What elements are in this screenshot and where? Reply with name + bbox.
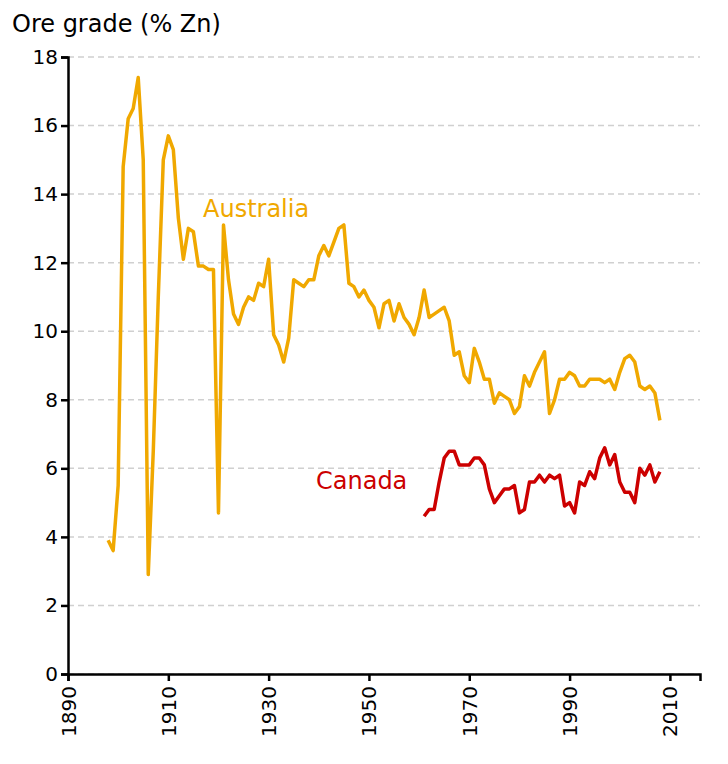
y-tick: 2: [45, 593, 68, 617]
x-tick-label: 1890: [57, 686, 81, 737]
grid-line: [68, 125, 700, 127]
x-tick-label: 1970: [458, 686, 482, 737]
grid-line: [68, 56, 700, 58]
y-tick-mark: [61, 193, 68, 196]
grid: [68, 57, 700, 674]
x-tick: 2010: [658, 674, 682, 737]
x-tick-label: 1910: [157, 686, 181, 737]
y-tick-mark: [61, 605, 68, 608]
x-tick-mark: [168, 674, 171, 681]
series-line: [424, 448, 660, 517]
y-tick: 8: [45, 388, 68, 412]
y-tick-label: 8: [45, 388, 58, 412]
y-tick: 12: [33, 251, 68, 275]
y-tick-mark: [61, 330, 68, 333]
y-axis-line: [61, 58, 69, 675]
grid-line: [68, 536, 700, 538]
x-tick: 1930: [257, 674, 281, 737]
series-label: Canada: [316, 467, 407, 495]
y-tick: 16: [33, 113, 68, 137]
x-tick-label: 1950: [357, 686, 381, 737]
x-axis-line: [69, 675, 701, 682]
chart: 0 2 4 6 8 10 12 14 16 18 1890 1910 1930 1950 1970 1990 2…: [0, 0, 728, 764]
x-tick-mark: [368, 674, 371, 681]
y-tick-label: 10: [33, 319, 58, 343]
y-tick-label: 12: [33, 251, 58, 275]
y-tick-label: 18: [33, 45, 58, 69]
x-tick: 1890: [57, 674, 81, 737]
y-tick-label: 2: [45, 593, 58, 617]
y-tick: 10: [33, 319, 68, 343]
series-lines: [108, 78, 660, 575]
y-tick-label: 16: [33, 113, 58, 137]
x-tick: 1970: [458, 674, 482, 737]
x-tick: 1950: [357, 674, 381, 737]
grid-line: [68, 399, 700, 401]
x-tick-label: 2010: [658, 686, 682, 737]
x-tick: 1910: [157, 674, 181, 737]
x-tick: 1990: [558, 674, 582, 737]
y-tick: 4: [45, 525, 68, 549]
x-axis: 1890 1910 1930 1950 1970 1990 2010: [57, 674, 701, 737]
series-line: [108, 78, 660, 575]
y-tick-label: 0: [45, 662, 58, 686]
y-tick-mark: [61, 673, 68, 676]
y-tick-label: 6: [45, 456, 58, 480]
x-tick-mark: [469, 674, 472, 681]
x-tick-mark: [67, 674, 70, 681]
x-tick-mark: [669, 674, 672, 681]
y-tick: 14: [33, 182, 68, 206]
y-axis: 0 2 4 6 8 10 12 14 16 18: [33, 45, 69, 686]
grid-line: [68, 330, 700, 332]
y-tick-label: 14: [33, 182, 58, 206]
y-tick-mark: [61, 536, 68, 539]
y-tick-mark: [61, 262, 68, 265]
series-label: Australia: [203, 195, 309, 223]
y-tick-mark: [61, 125, 68, 128]
y-tick-mark: [61, 468, 68, 471]
x-tick-label: 1990: [558, 686, 582, 737]
grid-line: [68, 605, 700, 607]
x-tick-label: 1930: [257, 686, 281, 737]
y-tick: 0: [45, 662, 68, 686]
y-tick-mark: [61, 399, 68, 402]
y-tick: 6: [45, 456, 68, 480]
y-tick: 18: [33, 45, 68, 69]
y-tick-label: 4: [45, 525, 58, 549]
y-tick-mark: [61, 56, 68, 59]
plot: 0 2 4 6 8 10 12 14 16 18 1890 1910 1930 1950 1970 1990 2…: [33, 45, 701, 737]
grid-line: [68, 262, 700, 264]
x-tick-mark: [569, 674, 572, 681]
x-tick-mark: [268, 674, 271, 681]
y-axis-title: Ore grade (% Zn): [12, 10, 221, 38]
